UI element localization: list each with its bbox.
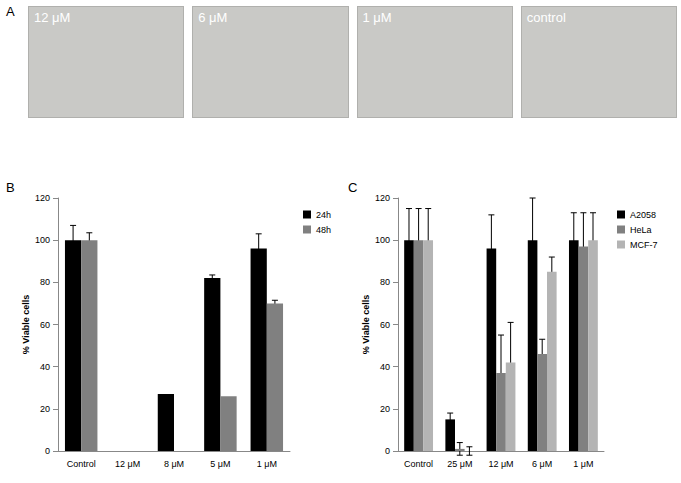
svg-text:40: 40 bbox=[380, 362, 390, 372]
html-text:C: C bbox=[348, 180, 358, 195]
svg-text:1 μM: 1 μM bbox=[573, 459, 593, 469]
html-text:A: A bbox=[6, 4, 15, 19]
svg-text:A2058: A2058 bbox=[630, 210, 656, 220]
html-text:1 μM: 1 μM bbox=[362, 10, 392, 25]
svg-text:% Viable cells: % Viable cells bbox=[21, 295, 31, 354]
html-text:control: control bbox=[526, 10, 566, 25]
svg-text:60: 60 bbox=[40, 320, 50, 330]
svg-text:12 μM: 12 μM bbox=[488, 459, 513, 469]
svg-text:48h: 48h bbox=[316, 225, 331, 235]
svg-text:HeLa: HeLa bbox=[630, 225, 652, 235]
html-text:B: B bbox=[6, 180, 15, 195]
svg-text:0: 0 bbox=[385, 446, 390, 456]
svg-text:1 μM: 1 μM bbox=[257, 459, 277, 469]
svg-text:80: 80 bbox=[380, 277, 390, 287]
svg-text:8 μM: 8 μM bbox=[164, 459, 184, 469]
svg-text:80: 80 bbox=[40, 277, 50, 287]
svg-text:100: 100 bbox=[375, 235, 390, 245]
svg-text:60: 60 bbox=[380, 320, 390, 330]
svg-text:20: 20 bbox=[380, 404, 390, 414]
svg-text:100: 100 bbox=[35, 235, 50, 245]
svg-text:120: 120 bbox=[35, 193, 50, 203]
svg-text:Control: Control bbox=[67, 459, 96, 469]
svg-text:Control: Control bbox=[404, 459, 433, 469]
html-text:6 μM: 6 μM bbox=[198, 10, 228, 25]
svg-text:6 μM: 6 μM bbox=[532, 459, 552, 469]
svg-text:40: 40 bbox=[40, 362, 50, 372]
svg-text:12 μM: 12 μM bbox=[115, 459, 140, 469]
svg-text:0: 0 bbox=[45, 446, 50, 456]
svg-text:20: 20 bbox=[40, 404, 50, 414]
svg-text:% Viable cells: % Viable cells bbox=[361, 295, 371, 354]
svg-text:24h: 24h bbox=[316, 210, 331, 220]
svg-text:120: 120 bbox=[375, 193, 390, 203]
html-text:12 μM: 12 μM bbox=[34, 10, 71, 25]
svg-text:5 μM: 5 μM bbox=[210, 459, 230, 469]
svg-text:MCF-7: MCF-7 bbox=[630, 240, 658, 250]
svg-text:25 μM: 25 μM bbox=[447, 459, 472, 469]
